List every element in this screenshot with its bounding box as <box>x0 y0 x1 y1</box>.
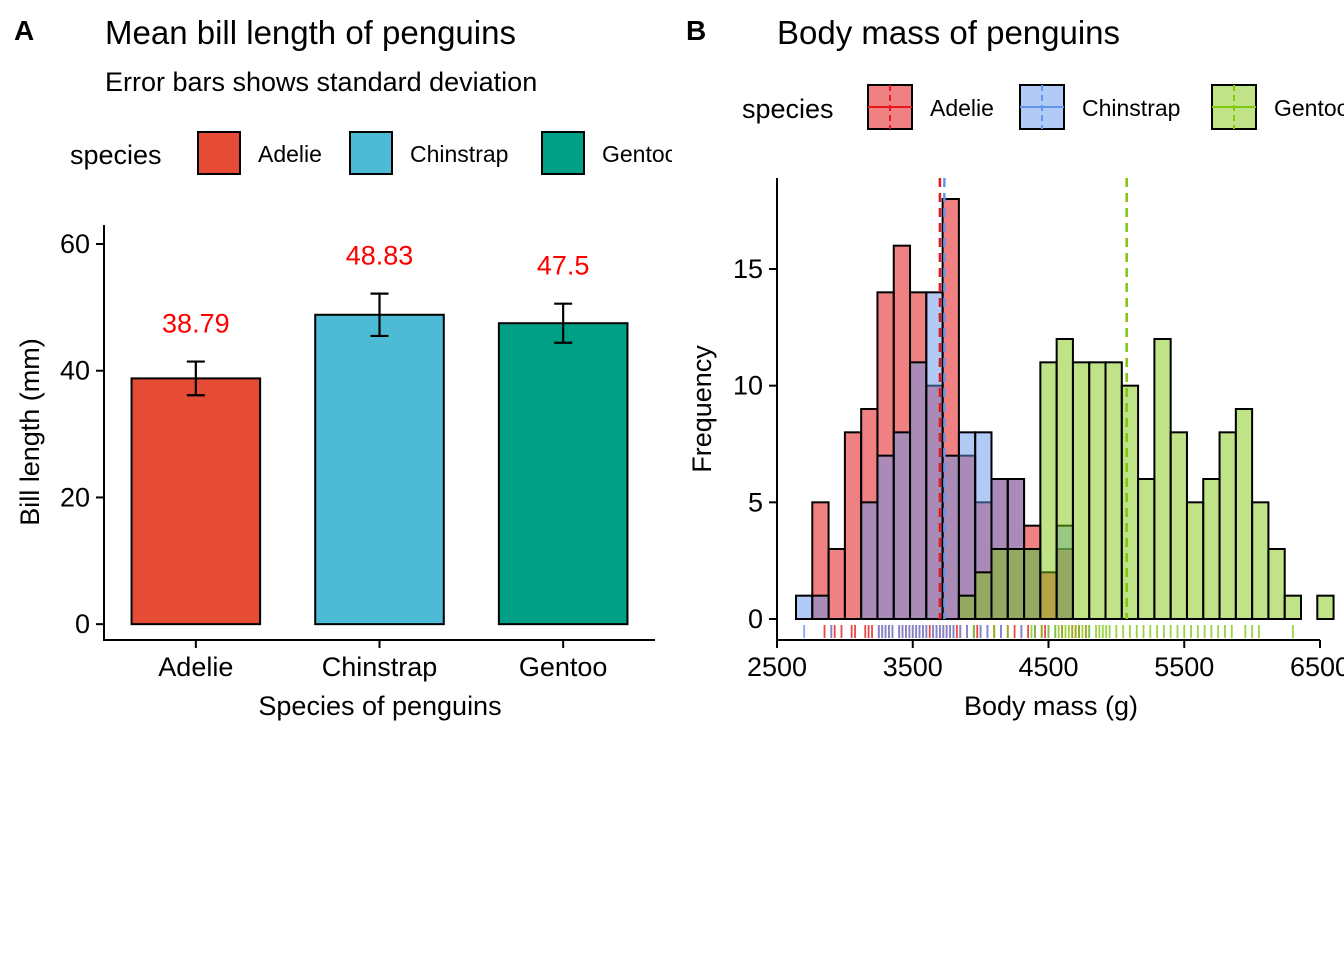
y-tick-label: 60 <box>60 229 90 259</box>
hist-bar-gentoo <box>1267 548 1286 620</box>
x-tick-label: 3500 <box>883 652 943 682</box>
legend-key-adelie <box>197 131 241 175</box>
hist-bar-gentoo <box>1055 338 1074 620</box>
hist-bar-gentoo <box>974 571 993 620</box>
panel-a-subtitle: Error bars shows standard deviation <box>105 67 537 97</box>
hist-bar-chinstrap <box>892 431 912 621</box>
hist-bar-chinstrap <box>909 361 928 620</box>
panel-a-tag: A <box>14 15 34 46</box>
legend-title: species <box>70 140 162 170</box>
hist-bar-gentoo <box>1185 501 1205 621</box>
hist-bar-gentoo <box>1218 431 1237 621</box>
panel-a-y-axis-label: Bill length (mm) <box>15 338 45 526</box>
bar-chinstrap <box>314 313 445 626</box>
panel-b: B Body mass of penguins species Adelie Ch… <box>686 14 1344 721</box>
x-tick-label: 5500 <box>1154 652 1214 682</box>
bar-adelie <box>130 377 262 626</box>
hist-bar-gentoo <box>1169 431 1188 621</box>
hist-bar-adelie <box>827 548 846 620</box>
x-tick-label: Chinstrap <box>322 652 438 682</box>
legend-label-adelie: Adelie <box>258 141 322 167</box>
value-label-chinstrap: 48.83 <box>346 241 414 271</box>
hist-bar-gentoo <box>957 594 977 621</box>
hist-bar-gentoo <box>1023 548 1042 620</box>
hist-bar-adelie <box>843 431 863 621</box>
hist-bar-gentoo <box>1137 478 1156 620</box>
panel-a-title: Mean bill length of penguins <box>105 14 516 51</box>
panel-a-legend: species Adelie Chinstrap Gentoo <box>70 131 677 175</box>
panel-b-title: Body mass of penguins <box>777 14 1120 51</box>
hist-bar-chinstrap <box>860 501 879 621</box>
hist-bar-gentoo <box>1251 501 1270 621</box>
y-tick-label: 10 <box>733 371 763 401</box>
x-tick-label: 2500 <box>747 652 807 682</box>
hist-bar-gentoo <box>1202 478 1221 620</box>
y-tick-label: 20 <box>60 482 90 512</box>
y-tick-label: 5 <box>748 487 763 517</box>
panel-b-x-axis-label: Body mass (g) <box>964 691 1138 721</box>
legend-label-gentoo: Gentoo <box>1274 95 1344 121</box>
panel-a-plot: 38.79 48.83 47.5 0 20 40 60 Adelie Chinstrap Gen… <box>15 225 655 721</box>
error-bar-chinstrap <box>370 292 389 338</box>
legend-title: species <box>742 94 834 124</box>
y-tick-label: 0 <box>748 604 763 634</box>
value-label-adelie: 38.79 <box>162 309 230 339</box>
legend-label-gentoo: Gentoo <box>602 141 677 167</box>
hist-bar-gentoo <box>1104 361 1123 620</box>
x-tick-label: Adelie <box>158 652 233 682</box>
hist-bar-chinstrap <box>876 454 895 620</box>
y-tick-label: 0 <box>75 609 90 639</box>
panel-a: A Mean bill length of penguins Error bar… <box>14 14 677 721</box>
legend-label-chinstrap: Chinstrap <box>1082 95 1180 121</box>
legend-key-chinstrap <box>349 131 393 175</box>
legend-label-chinstrap: Chinstrap <box>410 141 508 167</box>
x-tick-label: Gentoo <box>519 652 608 682</box>
hist-bar-gentoo <box>1088 361 1107 620</box>
error-bar-adelie <box>186 360 205 397</box>
legend-key-gentoo <box>541 131 585 175</box>
hist-bar-gentoo <box>1283 594 1302 621</box>
y-tick-label: 15 <box>733 254 763 284</box>
hist-bar-gentoo <box>1006 548 1026 620</box>
hist-bar-chinstrap <box>811 594 830 621</box>
hist-bar-gentoo <box>1120 384 1140 620</box>
panel-b-plot: 0 5 10 15 2500 3500 4500 5500 6500 Frequency Bod… <box>687 178 1344 721</box>
x-tick-label: 4500 <box>1018 652 1078 682</box>
hist-bar-gentoo <box>1039 361 1058 620</box>
panel-b-tag: B <box>686 15 706 46</box>
panel-b-legend: species Adelie Chinstrap Gentoo <box>742 84 1344 130</box>
value-label-gentoo: 47.5 <box>537 251 590 281</box>
bar-gentoo <box>497 322 629 626</box>
hist-bar-gentoo <box>1316 594 1335 621</box>
panel-b-y-axis-label: Frequency <box>687 345 717 473</box>
hist-bar-chinstrap <box>957 431 977 621</box>
hist-bar-chinstrap <box>795 594 814 621</box>
panel-a-x-axis-label: Species of penguins <box>258 691 501 721</box>
hist-bar-gentoo <box>1153 338 1172 620</box>
legend-label-adelie: Adelie <box>930 95 994 121</box>
hist-bar-gentoo <box>1234 408 1254 620</box>
error-bar-gentoo <box>554 302 573 344</box>
hist-bar-gentoo <box>990 548 1009 620</box>
hist-bar-gentoo <box>1071 361 1091 620</box>
x-tick-label: 6500 <box>1290 652 1344 682</box>
y-tick-label: 40 <box>60 356 90 386</box>
